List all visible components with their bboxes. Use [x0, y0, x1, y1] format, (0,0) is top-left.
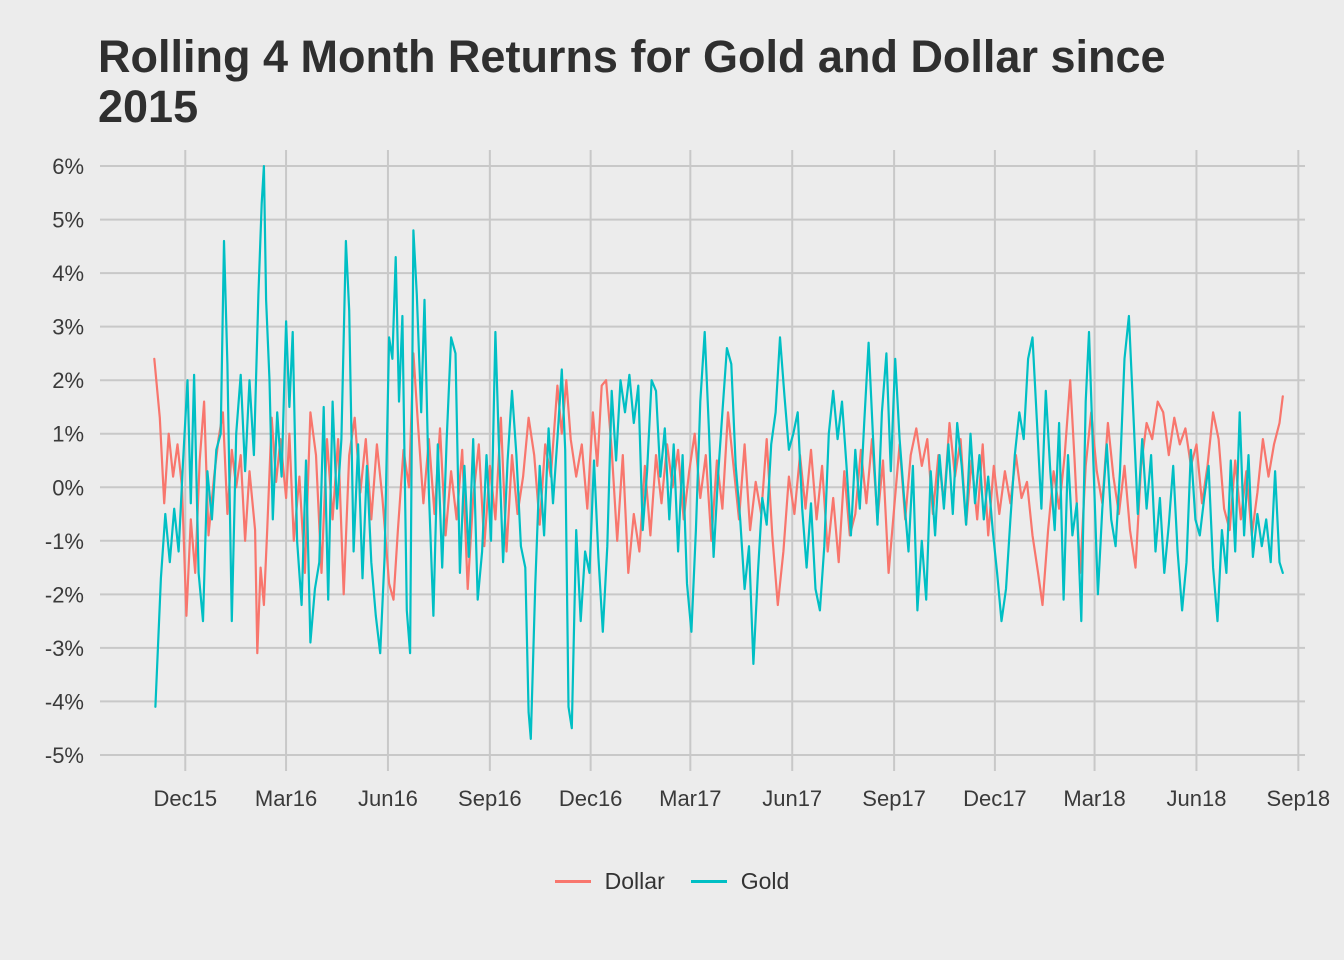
- legend-label-dollar: Dollar: [604, 868, 665, 894]
- legend-swatch-gold: [690, 880, 727, 883]
- y-axis-tick-labels: 6% 5% 4% 3% 2% 1% 0% -1% -2% -3% -4% -5%: [45, 154, 84, 768]
- y-tick-label: -3%: [45, 636, 84, 661]
- legend-item-dollar: Dollar: [554, 868, 665, 895]
- y-tick-label: 5%: [52, 208, 84, 233]
- y-tick-label: 2%: [52, 368, 84, 393]
- series-line-dollar: [153, 352, 1284, 655]
- series-lines: [153, 165, 1284, 740]
- x-tick-label: Sep16: [458, 786, 522, 811]
- y-tick-label: 6%: [52, 154, 84, 179]
- y-tick-label: -2%: [45, 582, 84, 607]
- y-tick-label: -5%: [45, 743, 84, 768]
- chart-title: Rolling 4 Month Returns for Gold and Dol…: [98, 31, 1166, 132]
- y-tick-label: 0%: [52, 475, 84, 500]
- x-axis-tick-labels: Dec15 Mar16 Jun16 Sep16 Dec16 Mar17 Jun17 Sep17…: [153, 786, 1330, 811]
- y-tick-label: 1%: [52, 422, 84, 447]
- x-tick-label: Jun18: [1166, 786, 1226, 811]
- legend-item-gold: Gold: [690, 868, 790, 895]
- x-tick-label: Mar17: [659, 786, 721, 811]
- x-tick-label: Dec16: [559, 786, 623, 811]
- legend-label-gold: Gold: [740, 868, 790, 894]
- y-tick-label: -1%: [45, 529, 84, 554]
- legend: Dollar Gold: [0, 868, 1344, 895]
- y-tick-label: -4%: [45, 689, 84, 714]
- x-tick-label: Sep18: [1267, 786, 1331, 811]
- x-gridlines: [184, 150, 1300, 771]
- x-tick-label: Dec15: [153, 786, 217, 811]
- x-tick-label: Mar18: [1063, 786, 1125, 811]
- legend-swatch-dollar: [554, 880, 591, 883]
- x-tick-label: Sep17: [862, 786, 926, 811]
- x-tick-label: Jun16: [358, 786, 418, 811]
- y-tick-label: 3%: [52, 315, 84, 340]
- x-tick-label: Mar16: [255, 786, 317, 811]
- series-line-gold: [154, 165, 1284, 740]
- y-tick-label: 4%: [52, 261, 84, 286]
- x-tick-label: Jun17: [762, 786, 822, 811]
- x-tick-label: Dec17: [963, 786, 1027, 811]
